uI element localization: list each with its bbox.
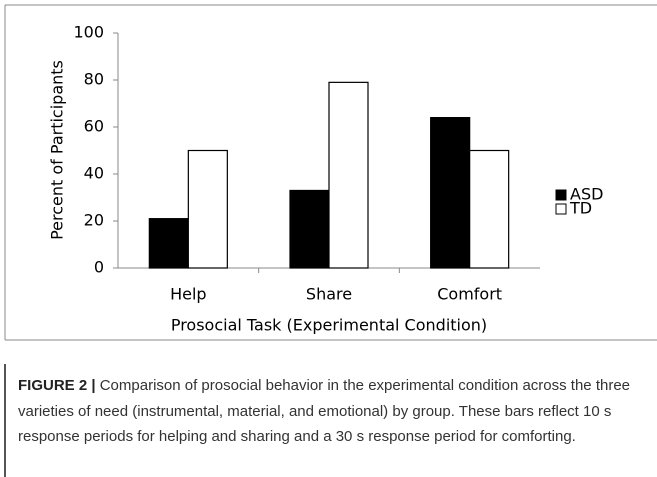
caption: FIGURE 2 | Comparison of prosocial behav… (18, 373, 648, 450)
x-axis-label: Prosocial Task (Experimental Condition) (171, 316, 487, 335)
y-tick-label: 100 (73, 23, 104, 42)
caption-rule (4, 364, 6, 477)
y-tick-label: 40 (84, 164, 104, 183)
legend-label: TD (569, 199, 592, 218)
x-tick-label: Comfort (437, 285, 502, 304)
y-tick-label: 20 (84, 211, 104, 230)
x-tick-label: Help (170, 285, 206, 304)
caption-label: FIGURE 2 | (18, 377, 96, 394)
legend-swatch (555, 203, 567, 215)
bar (187, 149, 228, 269)
bar (469, 149, 510, 269)
bar (430, 116, 471, 269)
y-tick-label: 60 (84, 117, 104, 136)
chart: Percent of Participants Prosocial Task (… (4, 4, 657, 341)
x-tick-label: Share (306, 285, 352, 304)
bar (148, 218, 189, 269)
y-tick-label: 0 (94, 258, 104, 277)
caption-text: Comparison of prosocial behavior in the … (18, 377, 631, 445)
y-tick-label: 80 (84, 70, 104, 89)
bar (289, 189, 330, 269)
y-axis-label: Percent of Participants (48, 60, 67, 240)
legend-swatch (555, 189, 567, 201)
bar (328, 81, 369, 269)
legend-label: ASD (570, 185, 603, 204)
